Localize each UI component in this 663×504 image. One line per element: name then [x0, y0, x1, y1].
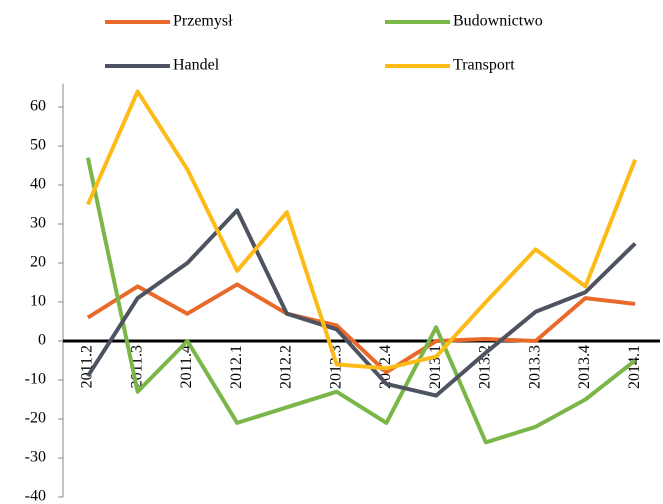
y-tick-label: 30 — [30, 215, 46, 232]
y-tick-label: 60 — [30, 98, 46, 115]
x-tick-label: 2014.1 — [626, 345, 643, 389]
x-tick-label: 2011.4 — [178, 345, 195, 388]
y-tick-label: 50 — [30, 137, 46, 154]
x-tick-label: 2012.2 — [278, 345, 295, 389]
y-tick-label: 10 — [30, 293, 46, 310]
series-line — [85, 157, 637, 445]
series-line — [86, 282, 636, 375]
x-tick-label: 2012.3 — [327, 345, 344, 389]
x-tick-label: 2011.2 — [79, 345, 96, 388]
series-line — [86, 89, 637, 371]
y-tick-label: 0 — [38, 332, 46, 349]
y-tick-label: -10 — [25, 371, 46, 388]
x-tick-label: 2013.3 — [526, 345, 543, 389]
series-line — [86, 208, 637, 398]
x-tick-label: 2012.1 — [228, 345, 245, 389]
y-tick-label: -40 — [25, 488, 46, 504]
y-tick-label: 40 — [30, 176, 46, 193]
legend-label: Przemysł — [173, 13, 233, 30]
legend-label: Transport — [453, 57, 515, 74]
y-tick-label: 20 — [30, 254, 46, 271]
legend-label: Budownictwo — [453, 13, 543, 30]
y-tick-label: -20 — [25, 410, 46, 427]
y-tick-label: -30 — [25, 449, 46, 466]
x-tick-label: 2011.3 — [128, 345, 145, 388]
legend-label: Handel — [173, 57, 220, 74]
x-tick-label: 2013.4 — [576, 345, 593, 389]
